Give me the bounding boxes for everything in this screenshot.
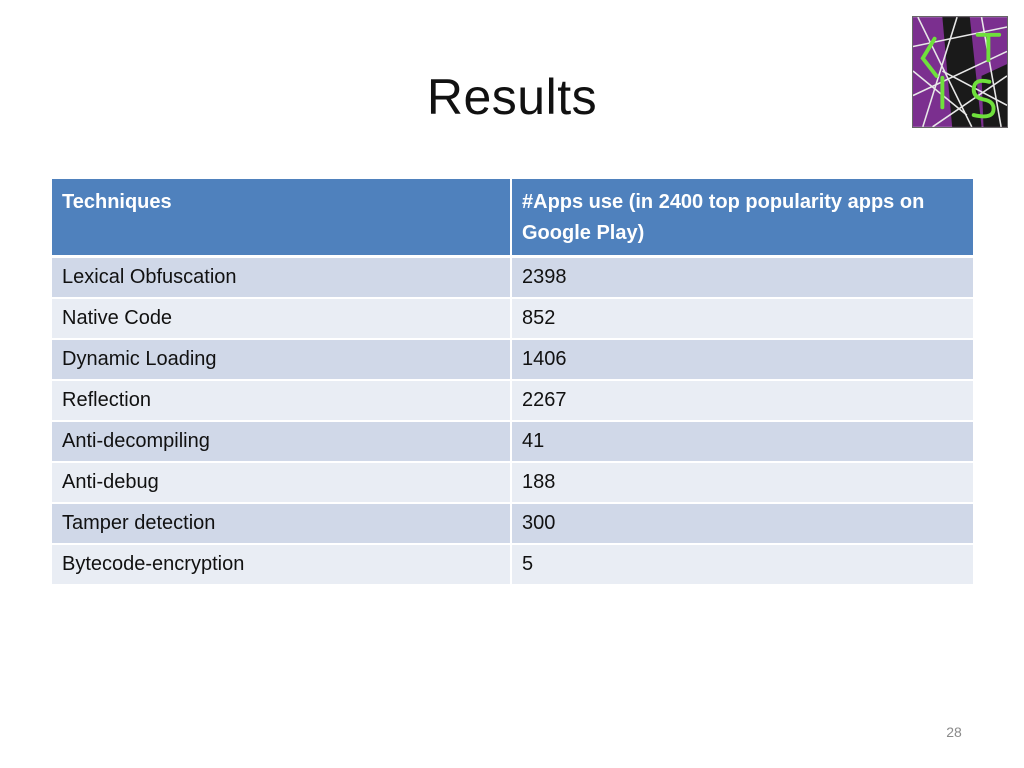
technique-cell: Lexical Obfuscation — [52, 258, 512, 299]
slide-title: Results — [426, 69, 598, 125]
apps-count-cell: 1406 — [512, 340, 973, 381]
technique-cell: Native Code — [52, 299, 512, 340]
table-row: Bytecode-encryption 5 — [52, 545, 973, 586]
technique-cell: Bytecode-encryption — [52, 545, 512, 586]
table-row: Anti-debug 188 — [52, 463, 973, 504]
apps-count-cell: 2398 — [512, 258, 973, 299]
apps-count-cell: 2267 — [512, 381, 973, 422]
technique-cell: Dynamic Loading — [52, 340, 512, 381]
lis-logo-icon — [912, 16, 1008, 128]
table-header-row: Techniques #Apps use (in 2400 top popula… — [52, 179, 973, 258]
table-row: Native Code 852 — [52, 299, 973, 340]
table-row: Dynamic Loading 1406 — [52, 340, 973, 381]
apps-count-cell: 188 — [512, 463, 973, 504]
apps-count-cell: 5 — [512, 545, 973, 586]
page-number: 28 — [946, 724, 962, 740]
technique-cell: Anti-decompiling — [52, 422, 512, 463]
table-row: Anti-decompiling 41 — [52, 422, 973, 463]
apps-count-cell: 300 — [512, 504, 973, 545]
table-row: Reflection 2267 — [52, 381, 973, 422]
apps-count-cell: 41 — [512, 422, 973, 463]
technique-cell: Reflection — [52, 381, 512, 422]
technique-cell: Anti-debug — [52, 463, 512, 504]
table-row: Tamper detection 300 — [52, 504, 973, 545]
table-row: Lexical Obfuscation 2398 — [52, 258, 973, 299]
results-table: Techniques #Apps use (in 2400 top popula… — [52, 179, 973, 586]
technique-cell: Tamper detection — [52, 504, 512, 545]
header-techniques: Techniques — [52, 179, 512, 258]
header-apps-use: #Apps use (in 2400 top popularity apps o… — [512, 179, 973, 258]
apps-count-cell: 852 — [512, 299, 973, 340]
